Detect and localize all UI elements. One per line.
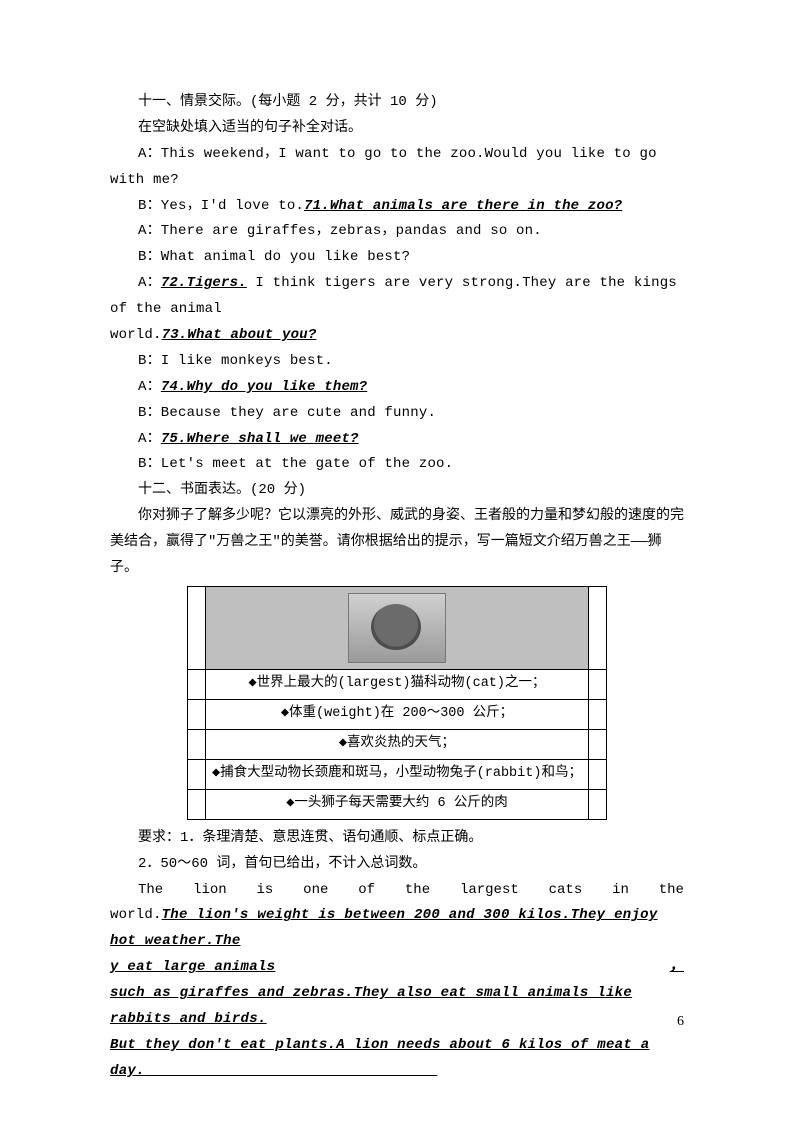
dialogue-line: B：I like monkeys best. (110, 349, 684, 375)
blank-74-answer: 74.Why do you like them? (161, 379, 367, 395)
bullet-text: ◆喜欢炎热的天气； (206, 729, 589, 759)
dialogue-line: B：What animal do you like best? (110, 245, 684, 271)
dialogue-text: A： (138, 431, 161, 447)
stem-word: one (303, 878, 328, 904)
stem-word: cats (549, 878, 583, 904)
essay-answer-line: y eat large animals ， (110, 955, 684, 981)
requirement-text: 要求：1．条理清楚、意思连贯、语句通顺、标点正确。 (110, 826, 684, 852)
requirement-text: 2．50～60 词，首句已给出，不计入总词数。 (110, 852, 684, 878)
table-row (188, 586, 607, 669)
table-row: ◆一头狮子每天需要大约 6 公斤的肉 (188, 789, 607, 819)
stem-word: is (257, 878, 274, 904)
page-number: 6 (677, 1009, 684, 1035)
stem-word: The (138, 878, 163, 904)
dialogue-line: A：72.Tigers. I think tigers are very str… (110, 271, 684, 323)
bullet-text: ◆体重(weight)在 200～300 公斤； (206, 699, 589, 729)
stem-word: largest (460, 878, 519, 904)
section-11-title: 十一、情景交际。(每小题 2 分，共计 10 分) (110, 90, 684, 116)
essay-answer-text: y eat large animals (110, 955, 275, 981)
section-12-title: 十二、书面表达。(20 分) (110, 478, 684, 504)
dialogue-line: B：Let's meet at the gate of the zoo. (110, 452, 684, 478)
bullet-text: ◆一头狮子每天需要大约 6 公斤的肉 (206, 789, 589, 819)
table-cell (188, 586, 206, 669)
section-12-prompt: 你对狮子了解多少呢？它以漂亮的外形、威武的身姿、王者般的力量和梦幻般的速度的完美… (110, 504, 684, 582)
dialogue-text: A： (138, 379, 161, 395)
dialogue-line: B：Yes，I'd love to.71.What animals are th… (110, 194, 684, 220)
bullet-text: ◆世界上最大的(largest)猫科动物(cat)之一； (206, 669, 589, 699)
blank-73-answer: 73.What about you? (162, 327, 317, 343)
dialogue-line: A：75.Where shall we meet? (110, 427, 684, 453)
dialogue-text: world. (110, 327, 162, 343)
bullet-text: ◆捕食大型动物长颈鹿和斑马，小型动物兔子(rabbit)和鸟； (206, 759, 589, 789)
blank-71-answer: 71.What animals are there in the zoo? (304, 198, 622, 214)
dialogue-text: B：Yes，I'd love to. (138, 198, 304, 214)
dialogue-line: A：74.Why do you like them? (110, 375, 684, 401)
essay-answer-line: such as giraffes and zebras.They also ea… (110, 981, 684, 1033)
hints-table: ◆世界上最大的(largest)猫科动物(cat)之一； ◆体重(weight)… (187, 586, 607, 820)
stem-word: of (358, 878, 375, 904)
dialogue-line: A：There are giraffes，zebras，pandas and s… (110, 219, 684, 245)
table-cell (588, 586, 606, 669)
stem-word: in (612, 878, 629, 904)
stem-word: the (405, 878, 430, 904)
table-row: ◆喜欢炎热的天气； (188, 729, 607, 759)
table-row: ◆体重(weight)在 200～300 公斤； (188, 699, 607, 729)
blank-75-answer: 75.Where shall we meet? (161, 431, 359, 447)
stem-word: the (659, 878, 684, 904)
stem-word: lion (193, 878, 227, 904)
section-11-instruction: 在空缺处填入适当的句子补全对话。 (110, 116, 684, 142)
table-row: ◆捕食大型动物长颈鹿和斑马，小型动物兔子(rabbit)和鸟； (188, 759, 607, 789)
essay-answer-text: ， (670, 955, 684, 981)
lion-icon (348, 593, 446, 663)
blank-underline (145, 1063, 437, 1079)
dialogue-line: A：This weekend，I want to go to the zoo.W… (110, 142, 684, 194)
essay-answer-line: world.The lion's weight is between 200 a… (110, 903, 684, 955)
lion-image-cell (206, 586, 589, 669)
essay-answer-text: The lion's weight is between 200 and 300… (110, 907, 658, 949)
stem-text: world. (110, 907, 162, 923)
dialogue-line: world.73.What about you? (110, 323, 684, 349)
essay-stem-line: The lion is one of the largest cats in t… (110, 878, 684, 904)
dialogue-line: B：Because they are cute and funny. (110, 401, 684, 427)
essay-answer-line: But they don't eat plants.A lion needs a… (110, 1033, 684, 1085)
table-row: ◆世界上最大的(largest)猫科动物(cat)之一； (188, 669, 607, 699)
dialogue-text: A： (138, 275, 161, 291)
blank-72-answer: 72.Tigers. (161, 275, 247, 291)
